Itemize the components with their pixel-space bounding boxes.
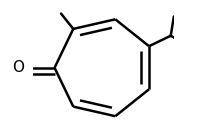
Text: O: O (12, 60, 24, 75)
